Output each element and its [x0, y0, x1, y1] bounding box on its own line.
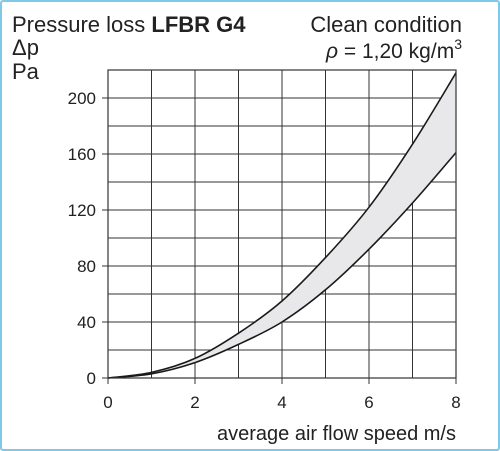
chart-title: Pressure loss LFBR G4	[12, 12, 246, 37]
upper-curve	[107, 72, 457, 379]
plot-area: 0 40 80 120 160 200 0 2 4 6 8	[68, 69, 461, 412]
x-axis-label: average air flow speed m/s	[217, 423, 456, 445]
grid-lines	[107, 69, 457, 379]
lower-curve	[107, 152, 457, 379]
y-tick-label: 40	[77, 313, 96, 332]
y-tick-label: 200	[68, 89, 96, 108]
density-label: ρ = 1,20 kg/m3	[325, 36, 462, 63]
y-tick-label: 0	[87, 369, 96, 388]
density-exponent: 3	[454, 36, 462, 52]
y-tick-labels: 0 40 80 120 160 200	[68, 89, 108, 388]
x-tick-label: 8	[451, 393, 460, 412]
y-tick-label: 160	[68, 145, 96, 164]
chart-title-plain: Pressure loss	[12, 12, 151, 37]
chart-title-bold: LFBR G4	[151, 12, 246, 37]
x-tick-label: 2	[190, 393, 199, 412]
y-axis-label: Δp	[12, 35, 39, 60]
x-tick-labels: 0 2 4 6 8	[103, 378, 461, 412]
y-tick-label: 80	[77, 257, 96, 276]
x-tick-label: 6	[364, 393, 373, 412]
y-axis-unit: Pa	[12, 59, 40, 84]
condition-label: Clean condition	[310, 12, 462, 37]
pressure-loss-band	[108, 72, 456, 379]
density-symbol: ρ	[325, 40, 338, 63]
x-tick-label: 4	[277, 393, 286, 412]
density-text: = 1,20 kg/m	[338, 40, 454, 63]
x-tick-label: 0	[103, 393, 112, 412]
y-tick-label: 120	[68, 201, 96, 220]
